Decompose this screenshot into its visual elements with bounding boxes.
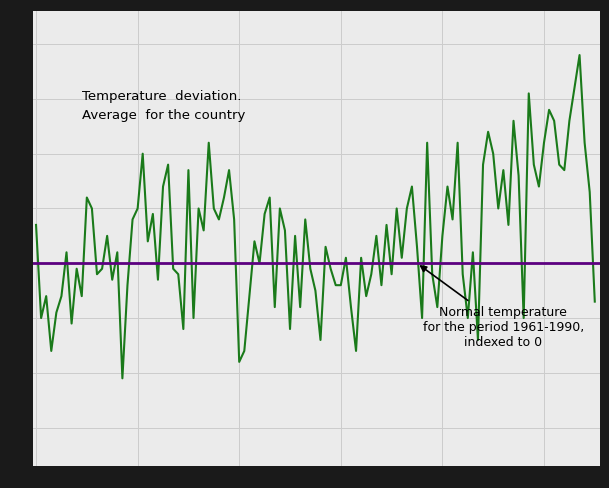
Text: Temperature  deviation.
Average  for the country: Temperature deviation. Average for the c… (82, 89, 245, 122)
Text: Normal temperature
for the period 1961-1990,
indexed to 0: Normal temperature for the period 1961-1… (421, 266, 584, 348)
